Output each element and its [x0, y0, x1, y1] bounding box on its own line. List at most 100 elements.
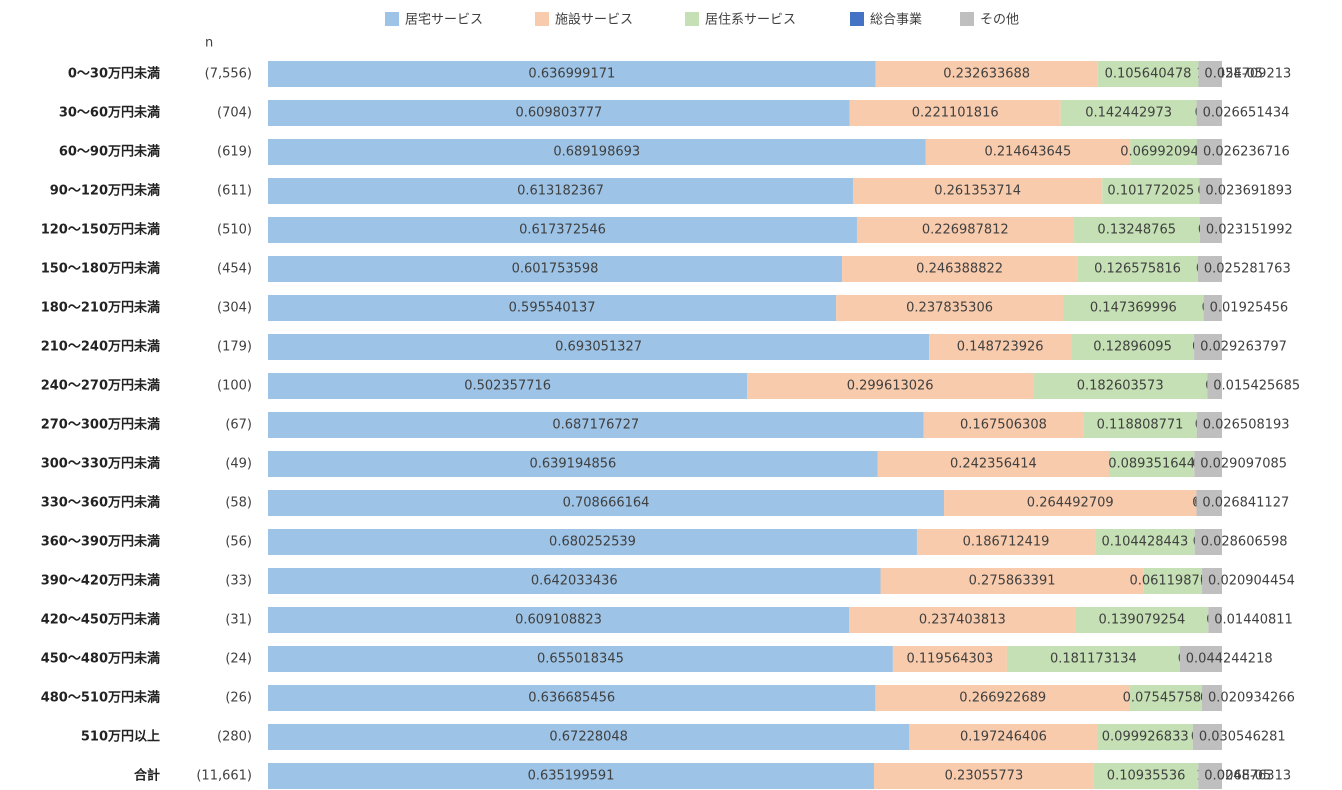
bar-segment: [268, 529, 917, 555]
n-label: (58): [225, 496, 252, 511]
data-label: 0.237403813: [919, 613, 1006, 628]
data-label: 0.595540137: [509, 301, 596, 316]
legend-swatch: [685, 12, 699, 26]
data-label: 0.118808771: [1097, 418, 1184, 433]
category-label: 240～270万円未満: [41, 378, 160, 394]
n-label: (100): [217, 379, 252, 394]
bar-segment: [1192, 724, 1222, 750]
data-label: 0.024709213: [1204, 67, 1291, 82]
data-label: 0.104428443: [1101, 535, 1188, 550]
bar-segment: [849, 607, 1076, 633]
bar-segment: [1198, 763, 1222, 789]
data-label: 0.061198719: [1129, 574, 1216, 589]
data-label: 0.264492709: [1027, 496, 1114, 511]
bar-segment: [849, 100, 1061, 126]
data-label: 0.636685456: [528, 691, 615, 706]
bar-segment: [1194, 529, 1222, 555]
bar-segment: [747, 373, 1034, 399]
data-label: 0.01440811: [1214, 613, 1293, 628]
data-label: 0.119564303: [906, 652, 993, 667]
n-label: (24): [225, 652, 252, 667]
category-label: 420～450万円未満: [41, 612, 160, 628]
n-label: (33): [225, 574, 252, 589]
data-label: 0.601753598: [512, 262, 599, 277]
bar-segment: [268, 568, 881, 594]
data-label: 0.101772025: [1107, 184, 1194, 199]
bar-segment: [268, 607, 850, 633]
bar-segment: [268, 334, 930, 360]
data-label: 0.693051327: [555, 340, 642, 355]
bar-segment: [875, 61, 1098, 87]
bar-segment: [1097, 61, 1199, 87]
bar-segment: [1179, 646, 1222, 672]
bar-segment: [1097, 724, 1193, 750]
data-label: 0.026236716: [1203, 145, 1290, 160]
n-label: (304): [217, 301, 252, 316]
category-label: 30～60万円未満: [59, 105, 160, 121]
data-label: 0.026841127: [1202, 496, 1289, 511]
data-label: 0.024876313: [1204, 769, 1291, 784]
bar-segment: [268, 373, 748, 399]
legend-swatch: [850, 12, 864, 26]
bar-segment: [842, 256, 1078, 282]
data-label: 0.167506308: [960, 418, 1047, 433]
data-label: 0.139079254: [1098, 613, 1185, 628]
data-label: 0.029097085: [1200, 457, 1287, 472]
data-label: 0.142442973: [1085, 106, 1172, 121]
data-label: 0.242356414: [950, 457, 1037, 472]
bar-segment: [268, 412, 924, 438]
bar-segment: [268, 295, 837, 321]
data-label: 0.020934266: [1208, 691, 1295, 706]
data-label: 0.01925456: [1210, 301, 1289, 316]
data-label: 0.613182367: [517, 184, 604, 199]
data-label: 0.609108823: [515, 613, 602, 628]
bar-segment: [923, 412, 1084, 438]
data-label: 0.026508193: [1203, 418, 1290, 433]
bar-segment: [1196, 100, 1222, 126]
data-label: 0.639194856: [529, 457, 616, 472]
bar-segment: [268, 217, 857, 243]
legend-swatch: [535, 12, 549, 26]
data-label: 0.075457589: [1123, 691, 1210, 706]
n-label: (7,556): [205, 67, 252, 82]
bar-segment: [1108, 451, 1195, 477]
legend-label: 総合事業: [870, 12, 922, 28]
n-label: (611): [217, 184, 252, 199]
bar-segment: [1083, 412, 1197, 438]
n-label: (454): [217, 262, 252, 277]
bar-segment: [877, 451, 1109, 477]
data-label: 0.069920946: [1120, 145, 1207, 160]
data-label: 0.232633688: [943, 67, 1030, 82]
data-label: 0.10935536: [1107, 769, 1186, 784]
bar-segment: [268, 724, 910, 750]
bar-segment: [1143, 568, 1203, 594]
category-label: 270～300万円未満: [41, 417, 160, 433]
data-label: 0.266922689: [959, 691, 1046, 706]
bar-segment: [1197, 256, 1222, 282]
bar-segment: [1199, 178, 1222, 204]
category-label: 210～240万円未満: [41, 339, 160, 355]
bar-segment: [875, 685, 1131, 711]
legend-swatch: [960, 12, 974, 26]
data-label: 0.025281763: [1204, 262, 1291, 277]
n-label: (67): [225, 418, 252, 433]
bar-segment: [268, 490, 945, 516]
bar-segment: [268, 139, 926, 165]
data-label: 0.246388822: [916, 262, 1003, 277]
legend-label: その他: [980, 13, 1019, 28]
data-label: 0.687176727: [552, 418, 639, 433]
n-label: (49): [225, 457, 252, 472]
data-label: 0.099926833: [1102, 730, 1189, 745]
data-label: 0.026651434: [1203, 106, 1290, 121]
bar-segment: [268, 685, 876, 711]
data-label: 0.214643645: [984, 145, 1071, 160]
bar-segment: [1196, 490, 1222, 516]
bar-segment: [1202, 568, 1222, 594]
data-label: 0.182603573: [1077, 379, 1164, 394]
bar-segment: [1095, 529, 1195, 555]
data-label: 0.642033436: [531, 574, 618, 589]
n-label: (31): [225, 613, 252, 628]
data-label: 0.030546281: [1199, 730, 1286, 745]
bar-segment: [268, 256, 843, 282]
